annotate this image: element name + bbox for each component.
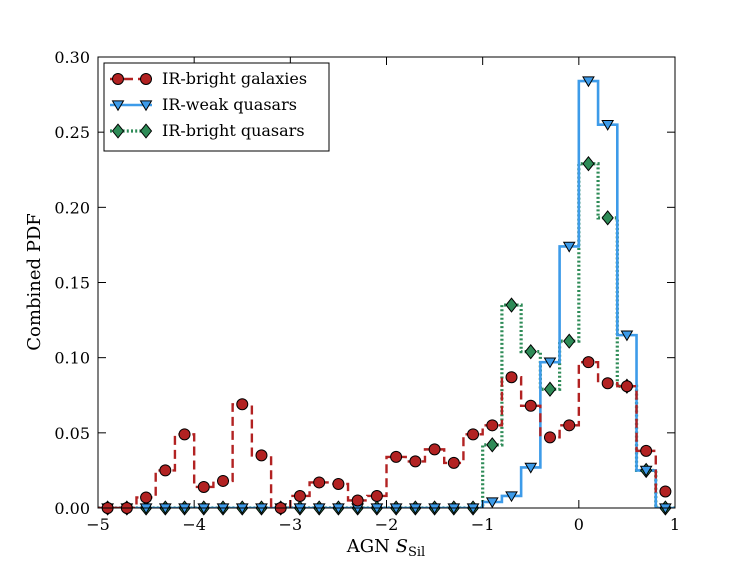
data-point-s1-14 <box>370 503 384 515</box>
series-step-line-0 <box>98 360 675 508</box>
data-point-s1-8 <box>255 503 268 515</box>
data-point-s1-20 <box>485 497 499 509</box>
data-point-s1-22 <box>524 462 538 474</box>
x-tick-label: 1 <box>670 515 680 534</box>
y-tick-label: 0.05 <box>54 424 90 443</box>
marker-layer <box>101 76 672 516</box>
tick-layer: −5 −4 −3 −2 −1 0 1 0.00 0.05 0.10 0.15 0.20 0.25 0.30 <box>54 48 680 534</box>
data-point-s0-17 <box>428 443 441 456</box>
data-point-s1-17 <box>428 503 441 515</box>
data-point-s0-26 <box>601 377 614 390</box>
y-axis-label: Combined PDF <box>24 213 45 350</box>
legend-label-0: IR-bright galaxies <box>162 69 307 88</box>
data-point-s1-2 <box>139 503 153 515</box>
y-tick-label: 0.00 <box>54 499 90 518</box>
data-point-s0-13 <box>351 494 364 507</box>
data-point-s0-20 <box>486 419 499 432</box>
data-point-s0-6 <box>217 474 230 487</box>
data-point-s0-19 <box>467 428 480 441</box>
data-point-s1-23 <box>543 357 557 369</box>
data-point-s1-25 <box>582 76 595 88</box>
data-point-s0-8 <box>255 449 268 462</box>
x-tick-label: −2 <box>375 515 399 534</box>
x-axis-label: AGN SSil <box>346 536 425 560</box>
y-tick-label: 0.30 <box>54 48 90 67</box>
data-point-s0-21 <box>505 371 518 384</box>
data-point-s0-18 <box>447 456 460 469</box>
x-axis-label-subscript: Sil <box>408 545 425 560</box>
legend: IR-bright galaxies IR-weak quasars IR-brig… <box>103 62 330 152</box>
data-point-s1-26 <box>601 120 615 131</box>
data-point-s0-14 <box>370 489 383 502</box>
legend-label-2: IR-bright quasars <box>162 121 305 140</box>
x-axis-label-symbol: S <box>396 536 408 557</box>
x-tick-label: −3 <box>279 515 303 534</box>
x-tick-label: −4 <box>182 515 206 534</box>
data-point-s1-21 <box>505 491 518 503</box>
data-point-s0-28 <box>640 444 653 457</box>
data-point-s0-2 <box>140 491 153 504</box>
data-point-s0-23 <box>543 431 556 444</box>
data-point-s0-3 <box>159 464 172 477</box>
data-point-s2-22 <box>524 343 537 360</box>
data-point-s0-29 <box>659 485 672 498</box>
data-point-s2-20 <box>486 437 499 453</box>
data-point-s1-16 <box>408 503 422 515</box>
data-point-s1-5 <box>197 503 211 515</box>
data-point-s2-21 <box>505 297 518 313</box>
data-point-s1-3 <box>158 503 172 515</box>
data-point-s0-16 <box>409 455 422 468</box>
legend-marker-0b <box>140 73 152 85</box>
data-point-s0-5 <box>197 480 210 493</box>
data-point-s0-15 <box>390 450 403 463</box>
data-point-s1-7 <box>235 503 249 515</box>
data-point-s1-4 <box>178 503 191 515</box>
data-point-s0-27 <box>620 380 633 393</box>
data-point-s0-7 <box>236 398 249 411</box>
x-tick-label: 0 <box>574 515 584 534</box>
data-point-s0-25 <box>582 356 595 369</box>
x-tick-label: −1 <box>471 515 495 534</box>
legend-marker-2b <box>139 123 153 139</box>
y-tick-label: 0.10 <box>54 349 90 368</box>
legend-entries: IR-bright galaxies IR-weak quasars IR-brig… <box>110 69 307 140</box>
x-tick-label: −5 <box>86 515 110 534</box>
data-point-s0-10 <box>293 489 306 502</box>
data-point-s0-24 <box>563 419 576 432</box>
data-point-s1-24 <box>562 241 576 253</box>
data-point-s1-6 <box>216 503 230 515</box>
data-point-s2-26 <box>601 210 614 226</box>
data-point-s1-15 <box>389 503 403 515</box>
y-tick-label: 0.25 <box>54 123 90 142</box>
data-point-s1-28 <box>639 465 653 477</box>
legend-marker-2a <box>111 123 125 139</box>
data-point-s0-4 <box>178 428 191 441</box>
data-point-s2-23 <box>543 381 557 397</box>
data-point-s2-25 <box>582 156 595 172</box>
legend-marker-1b <box>139 100 153 112</box>
legend-label-1: IR-weak quasars <box>162 95 297 114</box>
data-point-s2-24 <box>563 333 576 349</box>
y-tick-label: 0.15 <box>54 274 90 293</box>
data-point-s1-18 <box>447 503 461 515</box>
data-point-s0-22 <box>524 399 537 412</box>
data-point-s1-11 <box>312 503 326 515</box>
data-point-s1-19 <box>466 503 480 515</box>
y-tick-label: 0.20 <box>54 198 90 217</box>
legend-marker-1a <box>111 100 125 112</box>
data-point-s0-12 <box>332 477 345 490</box>
data-point-s1-27 <box>620 330 634 342</box>
legend-marker-0a <box>112 73 124 85</box>
data-point-s0-11 <box>313 476 326 489</box>
x-axis-label-text: AGN <box>346 536 396 557</box>
data-point-s1-29 <box>659 503 672 515</box>
data-point-s1-12 <box>332 503 345 515</box>
data-point-s1-10 <box>293 503 307 515</box>
